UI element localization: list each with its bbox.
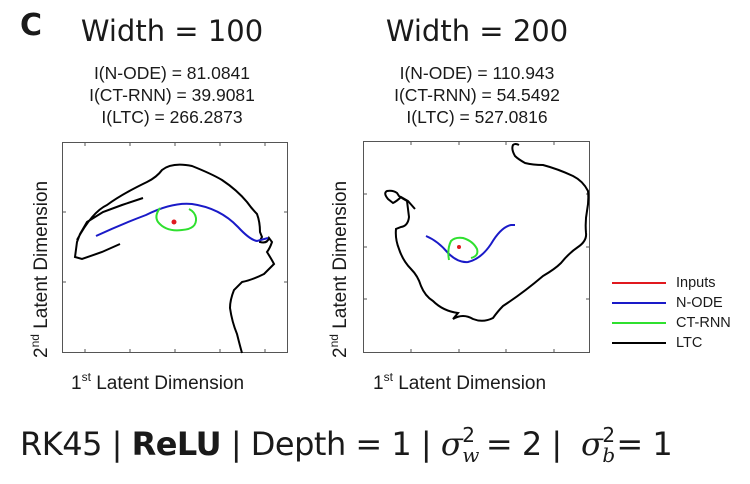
sigma-b-value: = 1 [616,425,673,463]
separator: | [420,425,432,463]
legend-swatch-black [612,342,666,344]
legend-label: LTC [676,335,703,351]
legend-label: CT-RNN [676,315,731,331]
chart1-ctrnn-line [155,207,198,232]
chart1-metric-node: I(N-ODE) = 81.0841 [93,63,251,83]
sigma-w-symbol: σ [440,425,463,463]
legend-swatch-blue [612,302,666,304]
separator: | [551,425,562,463]
xlabel-sup: st [81,370,91,384]
legend-item-ctrnn: CT-RNN [612,313,731,333]
sigma-b-symbol: σ [581,425,603,463]
chart2-ylabel: 2nd Latent Dimension [327,181,352,358]
superscript: 2 [462,423,475,447]
chart2-input-point [457,245,461,249]
depth-label: Depth = 1 [250,425,412,463]
legend-label: N-ODE [676,295,723,311]
legend-item-node: N-ODE [612,293,731,313]
chart1-plot-area [62,142,288,354]
chart2-xlabel: 1st Latent Dimension [373,370,546,395]
solver-label: RK45 [20,425,102,463]
chart1-metric-ltc: I(LTC) = 266.2873 [101,107,243,127]
chart2-title: Width = 200 [385,14,569,48]
ylabel-num: 2 [31,347,52,358]
chart2-metric-node: I(N-ODE) = 110.943 [399,63,555,83]
xlabel-sup: st [383,370,393,384]
chart2-node-line [425,224,515,264]
chart1-ylabel: 2nd Latent Dimension [28,181,53,358]
ylabel-text: Latent Dimension [31,180,52,335]
legend-item-ltc: LTC [612,333,731,353]
legend-swatch-red [612,282,666,284]
ylabel-num: 2 [330,347,351,358]
chart1-node-line [95,202,269,243]
ylabel-sup: nd [327,334,341,348]
chart1-input-point [171,219,177,225]
panel-letter: C [20,8,43,43]
chart2-plot-area [363,141,590,353]
xlabel-num: 1 [373,373,384,394]
separator: | [111,425,123,463]
chart1-ltc-line [73,163,276,354]
xlabel-text: Latent Dimension [90,373,245,394]
chart1-xlabel: 1st Latent Dimension [71,370,244,395]
xlabel-text: Latent Dimension [392,373,547,394]
chart2-ctrnn-line [447,236,479,261]
sigma-w-value: = 2 [485,425,542,463]
separator: | [230,425,242,463]
chart2-ltc-line [384,143,590,322]
legend-item-inputs: Inputs [612,273,731,293]
subscript: b [602,443,615,467]
legend-label: Inputs [676,275,716,291]
subscript: w [462,443,479,467]
activation-label: ReLU [131,425,222,463]
xlabel-num: 1 [71,373,82,394]
chart1-title: Width = 100 [80,14,264,48]
legend: Inputs N-ODE CT-RNN LTC [612,273,731,353]
chart2-metric-ltc: I(LTC) = 527.0816 [406,107,548,127]
legend-swatch-green [612,322,666,324]
ylabel-sup: nd [28,334,42,348]
chart1-metric-ctrnn: I(CT-RNN) = 39.9081 [89,85,255,105]
ylabel-text: Latent Dimension [330,180,351,335]
chart2-metric-ctrnn: I(CT-RNN) = 54.5492 [394,85,560,105]
superscript: 2 [602,423,615,447]
